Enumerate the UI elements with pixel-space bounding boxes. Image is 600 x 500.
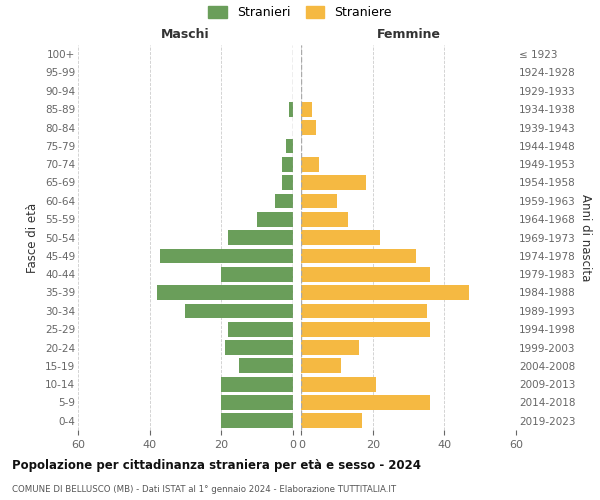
Bar: [289, 102, 293, 117]
Bar: [185, 304, 293, 318]
Bar: [221, 395, 293, 410]
Y-axis label: Fasce di età: Fasce di età: [26, 202, 40, 272]
Bar: [160, 248, 293, 263]
Bar: [301, 175, 366, 190]
Bar: [301, 230, 380, 245]
Bar: [301, 157, 319, 172]
Bar: [301, 212, 348, 226]
Bar: [282, 175, 293, 190]
Bar: [286, 138, 293, 153]
Bar: [239, 358, 293, 373]
Bar: [301, 414, 362, 428]
Bar: [275, 194, 293, 208]
Bar: [221, 377, 293, 392]
Bar: [221, 414, 293, 428]
Bar: [282, 157, 293, 172]
Bar: [228, 322, 293, 336]
Bar: [221, 267, 293, 281]
Y-axis label: Anni di nascita: Anni di nascita: [579, 194, 592, 281]
Bar: [301, 358, 341, 373]
Text: Popolazione per cittadinanza straniera per età e sesso - 2024: Popolazione per cittadinanza straniera p…: [12, 460, 421, 472]
Bar: [301, 285, 469, 300]
Bar: [257, 212, 293, 226]
Bar: [301, 248, 416, 263]
Bar: [225, 340, 293, 355]
Bar: [301, 395, 430, 410]
Bar: [301, 194, 337, 208]
Bar: [301, 102, 312, 117]
Legend: Stranieri, Straniere: Stranieri, Straniere: [208, 6, 392, 19]
Bar: [301, 304, 427, 318]
Title: Maschi: Maschi: [161, 28, 209, 41]
Title: Femmine: Femmine: [377, 28, 440, 41]
Bar: [301, 377, 376, 392]
Bar: [301, 322, 430, 336]
Bar: [157, 285, 293, 300]
Bar: [301, 120, 316, 135]
Bar: [301, 340, 359, 355]
Bar: [301, 267, 430, 281]
Text: COMUNE DI BELLUSCO (MB) - Dati ISTAT al 1° gennaio 2024 - Elaborazione TUTTITALI: COMUNE DI BELLUSCO (MB) - Dati ISTAT al …: [12, 485, 396, 494]
Bar: [228, 230, 293, 245]
